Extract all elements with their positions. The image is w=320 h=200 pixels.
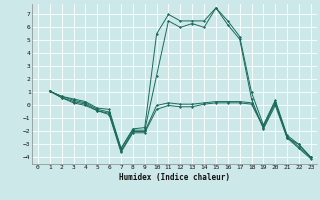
X-axis label: Humidex (Indice chaleur): Humidex (Indice chaleur): [119, 173, 230, 182]
